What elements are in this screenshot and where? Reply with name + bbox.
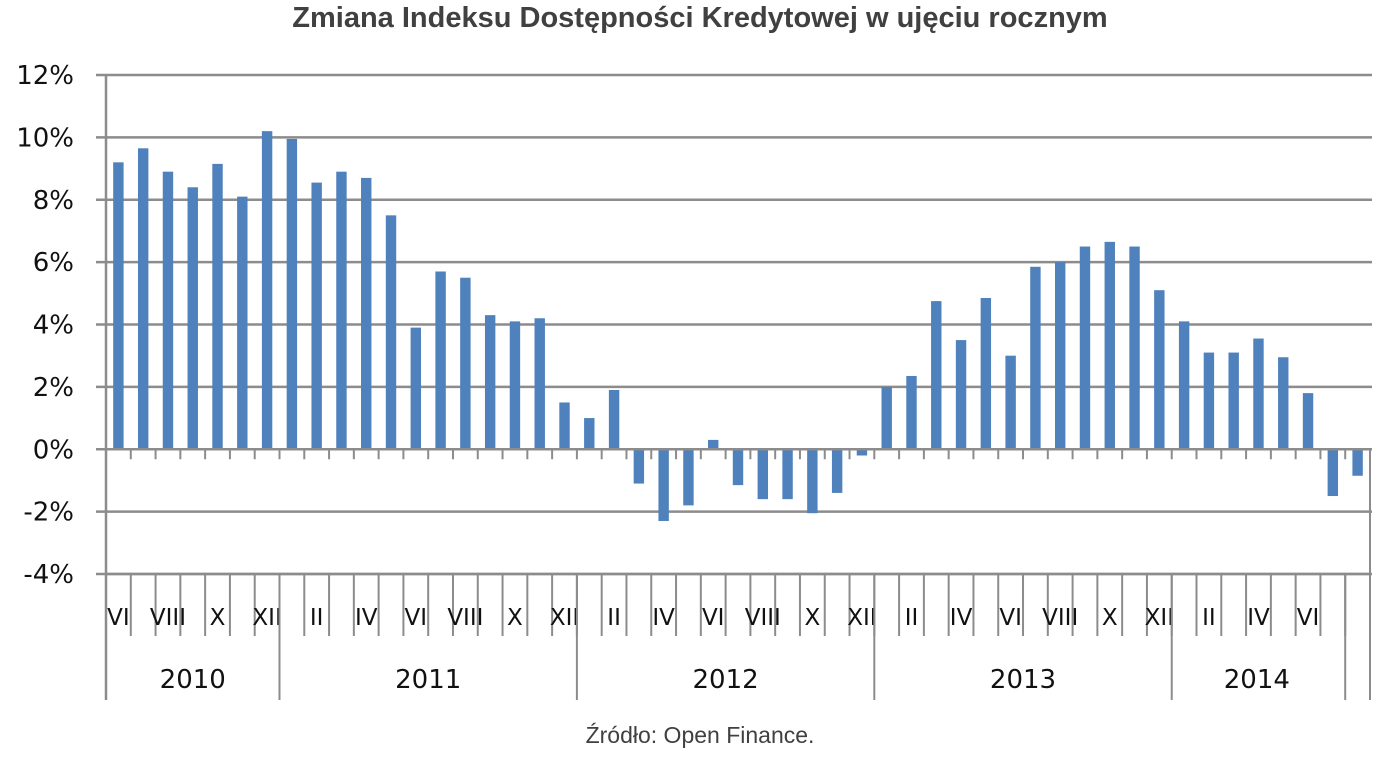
bar [658, 449, 669, 521]
month-label: II [1202, 605, 1216, 631]
bar [1154, 290, 1165, 450]
bar [856, 449, 868, 456]
bar [1278, 357, 1289, 450]
bar [980, 297, 992, 450]
bar [1005, 355, 1016, 450]
bar [584, 418, 595, 450]
month-label: VI [702, 605, 725, 631]
bar [931, 301, 942, 450]
bar [162, 171, 174, 450]
bar [955, 340, 967, 450]
bar [261, 131, 273, 450]
y-tick-label: -4% [23, 560, 74, 590]
bar [608, 389, 620, 450]
month-label: XII [1145, 605, 1174, 631]
month-label: IV [1247, 605, 1270, 631]
month-label: X [804, 605, 820, 631]
bar [1054, 262, 1066, 450]
bar [559, 402, 570, 450]
bar [633, 449, 645, 484]
month-label: X [507, 605, 523, 631]
bar [1203, 352, 1215, 450]
year-label: 2011 [395, 665, 461, 695]
month-label: VI [405, 605, 428, 631]
bar [212, 163, 223, 450]
bar [336, 171, 347, 450]
year-label: 2014 [1224, 665, 1290, 695]
bar [509, 321, 521, 450]
bar [1302, 393, 1314, 450]
bar [361, 177, 372, 450]
y-axis-labels: 12% 10% 8% 6% 4% 2% 0% -2% -4% [16, 61, 74, 590]
month-label: XII [847, 605, 876, 631]
month-label: II [905, 605, 919, 631]
bar [1030, 266, 1041, 450]
month-label: IV [950, 605, 973, 631]
bar [757, 449, 768, 500]
year-label: 2012 [693, 665, 759, 695]
month-label: VIII [745, 605, 781, 631]
bar [1129, 246, 1140, 450]
y-tick-label: 12% [16, 61, 74, 91]
bar [237, 196, 248, 450]
month-label: XII [550, 605, 579, 631]
month-label: VIII [1042, 605, 1078, 631]
bar [708, 439, 719, 450]
bar [137, 148, 149, 450]
x-axis: VI VIII X XII II IV VI VIII X XII II IV VI VIII X XII II… [105, 448, 1371, 700]
month-label: VI [999, 605, 1022, 631]
month-label: VI [107, 605, 130, 631]
bar [1079, 246, 1091, 450]
source-note: Źródło: Open Finance. [585, 722, 815, 748]
bar [286, 138, 298, 450]
year-label: 2010 [160, 665, 226, 695]
y-tick-label: -2% [23, 498, 74, 528]
bar [113, 162, 124, 450]
bars [113, 131, 1363, 521]
chart-title: Zmiana Indeksu Dostępności Kredytowej w … [292, 2, 1108, 34]
bar [1178, 321, 1190, 450]
bar [683, 449, 694, 506]
bar [1104, 241, 1115, 450]
bar [187, 187, 198, 450]
month-label: VIII [447, 605, 483, 631]
year-label: 2013 [990, 665, 1056, 695]
y-tick-label: 10% [16, 123, 74, 153]
y-tick-label: 0% [33, 435, 74, 465]
y-tick-label: 4% [33, 311, 74, 341]
bar [782, 449, 793, 500]
y-tick-label: 2% [33, 373, 74, 403]
bar [1228, 352, 1239, 450]
bar [906, 375, 917, 450]
bar [385, 215, 397, 450]
month-label: IV [652, 605, 675, 631]
month-label: II [607, 605, 621, 631]
bar [807, 449, 818, 514]
bar [732, 449, 744, 486]
month-label: XII [252, 605, 281, 631]
month-label: X [1102, 605, 1118, 631]
bar [460, 277, 471, 450]
y-tick-label: 8% [33, 186, 74, 216]
bar [831, 449, 843, 493]
month-label: X [210, 605, 226, 631]
month-label: II [310, 605, 324, 631]
y-tick-label: 6% [33, 248, 74, 278]
bar [881, 386, 892, 450]
bar [1352, 449, 1363, 476]
bar [534, 318, 545, 450]
month-label: VI [1297, 605, 1320, 631]
month-label: VIII [150, 605, 186, 631]
month-label: IV [355, 605, 378, 631]
bar [1327, 449, 1339, 497]
bar [311, 182, 322, 450]
bar [435, 271, 446, 450]
bar [410, 327, 422, 450]
bar [484, 315, 496, 450]
bar [1253, 338, 1264, 450]
